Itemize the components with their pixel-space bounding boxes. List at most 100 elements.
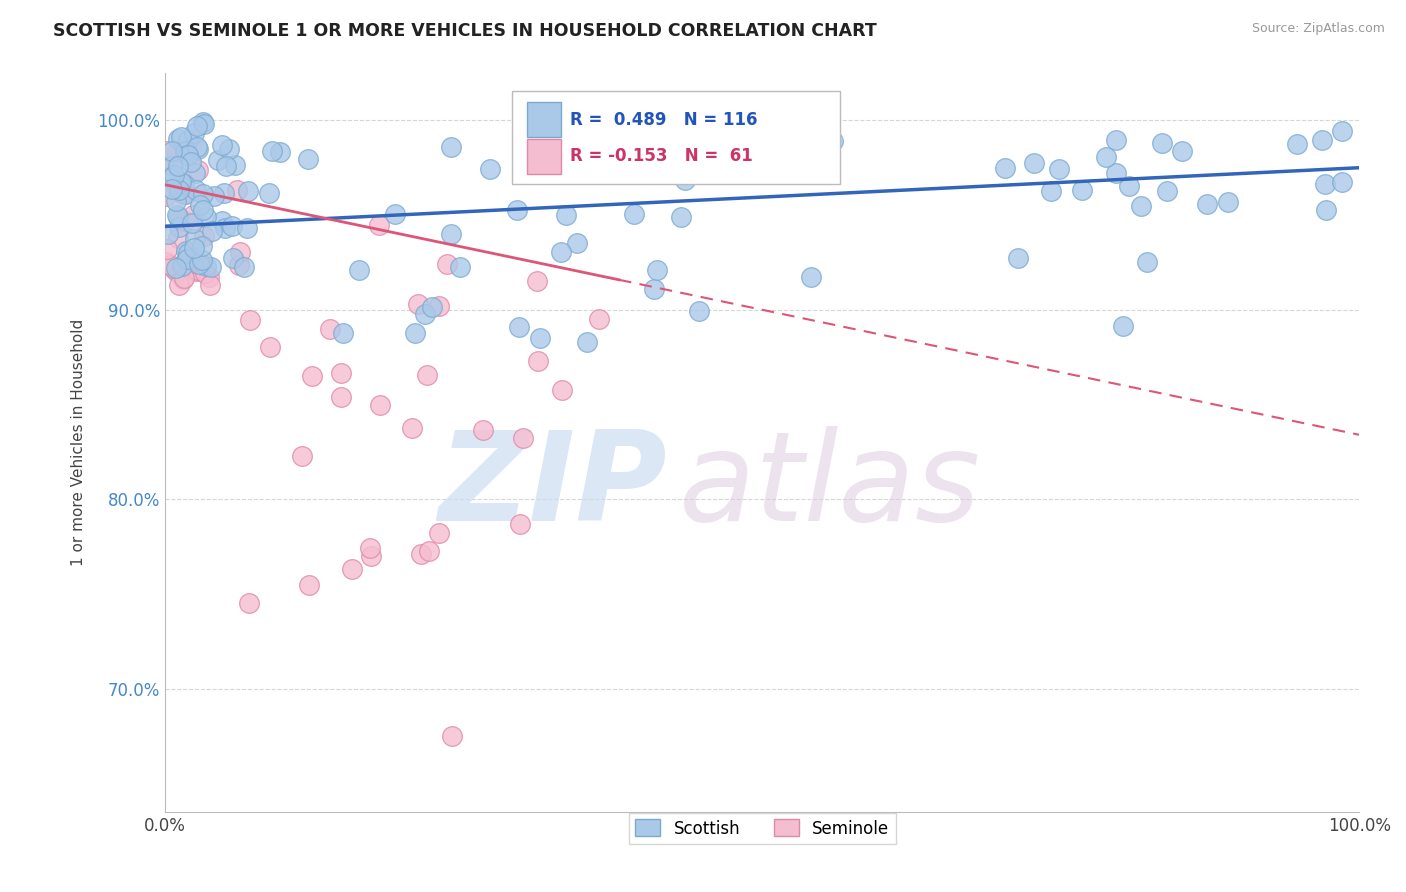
Point	[229, 245, 252, 260]
Point	[163, 169, 186, 183]
Point	[165, 179, 187, 194]
Point	[159, 170, 181, 185]
Point	[214, 221, 236, 235]
Point	[368, 398, 391, 412]
Point	[183, 241, 205, 255]
Point	[669, 211, 692, 225]
Point	[420, 300, 443, 314]
Point	[508, 319, 530, 334]
Point	[176, 252, 198, 266]
Point	[1216, 194, 1239, 209]
Point	[181, 208, 204, 222]
Point	[509, 516, 531, 531]
Point	[187, 257, 209, 271]
Point	[330, 366, 353, 380]
Point	[440, 729, 463, 743]
Point	[162, 260, 184, 275]
Point	[201, 224, 224, 238]
Point	[160, 182, 183, 196]
Point	[645, 263, 668, 277]
Point	[167, 211, 190, 225]
Point	[643, 282, 665, 296]
Point	[165, 264, 187, 278]
Point	[193, 117, 215, 131]
Point	[368, 218, 391, 232]
Point	[1150, 136, 1173, 150]
Point	[688, 303, 710, 318]
Point	[186, 140, 208, 154]
Point	[166, 132, 188, 146]
Point	[449, 260, 471, 275]
Point	[994, 161, 1017, 176]
Point	[184, 264, 207, 278]
Point	[332, 326, 354, 340]
Point	[1039, 184, 1062, 198]
Point	[360, 549, 382, 564]
Point	[588, 312, 610, 326]
Point	[1112, 319, 1135, 334]
Point	[436, 257, 458, 271]
Point	[188, 198, 211, 212]
Point	[259, 186, 281, 200]
Point	[233, 260, 256, 274]
Point	[1171, 145, 1194, 159]
Point	[269, 145, 291, 159]
Point	[173, 178, 195, 192]
Point	[195, 260, 218, 274]
Point	[702, 146, 724, 161]
Legend: Scottish, Seminole: Scottish, Seminole	[628, 813, 896, 844]
Point	[191, 186, 214, 201]
Y-axis label: 1 or more Vehicles in Household: 1 or more Vehicles in Household	[72, 318, 86, 566]
Point	[194, 266, 217, 280]
Point	[159, 258, 181, 272]
Point	[155, 145, 177, 159]
Point	[224, 158, 246, 172]
Point	[675, 172, 697, 186]
Point	[215, 159, 238, 173]
Point	[529, 331, 551, 345]
Point	[211, 138, 233, 153]
Point	[173, 214, 195, 228]
Point	[823, 134, 845, 148]
Point	[167, 160, 190, 174]
Point	[155, 152, 177, 166]
Point	[160, 145, 183, 159]
Point	[1136, 254, 1159, 268]
Text: R =  0.489   N = 116: R = 0.489 N = 116	[569, 111, 758, 128]
Point	[174, 144, 197, 158]
Point	[551, 383, 574, 397]
Point	[174, 145, 197, 159]
Point	[170, 175, 193, 189]
Point	[155, 188, 177, 202]
Text: Source: ZipAtlas.com: Source: ZipAtlas.com	[1251, 22, 1385, 36]
Point	[301, 368, 323, 383]
Point	[167, 183, 190, 197]
Point	[187, 262, 209, 277]
Point	[512, 431, 534, 445]
Point	[1104, 166, 1126, 180]
Point	[187, 142, 209, 156]
Point	[228, 258, 250, 272]
Point	[166, 208, 188, 222]
Point	[1313, 177, 1336, 191]
Point	[1047, 161, 1070, 176]
Point	[239, 313, 262, 327]
Point	[165, 194, 187, 209]
Point	[440, 227, 463, 241]
Point	[195, 211, 218, 225]
Point	[526, 274, 548, 288]
FancyBboxPatch shape	[527, 139, 561, 174]
Text: atlas: atlas	[679, 426, 981, 548]
Point	[184, 183, 207, 197]
Point	[167, 277, 190, 292]
Point	[180, 154, 202, 169]
Point	[174, 244, 197, 258]
Point	[172, 186, 194, 201]
Point	[170, 259, 193, 273]
Point	[1310, 133, 1333, 147]
Point	[174, 187, 197, 202]
Point	[190, 253, 212, 268]
Point	[555, 208, 578, 222]
Text: SCOTTISH VS SEMINOLE 1 OR MORE VEHICLES IN HOUSEHOLD CORRELATION CHART: SCOTTISH VS SEMINOLE 1 OR MORE VEHICLES …	[53, 22, 877, 40]
Point	[172, 257, 194, 271]
